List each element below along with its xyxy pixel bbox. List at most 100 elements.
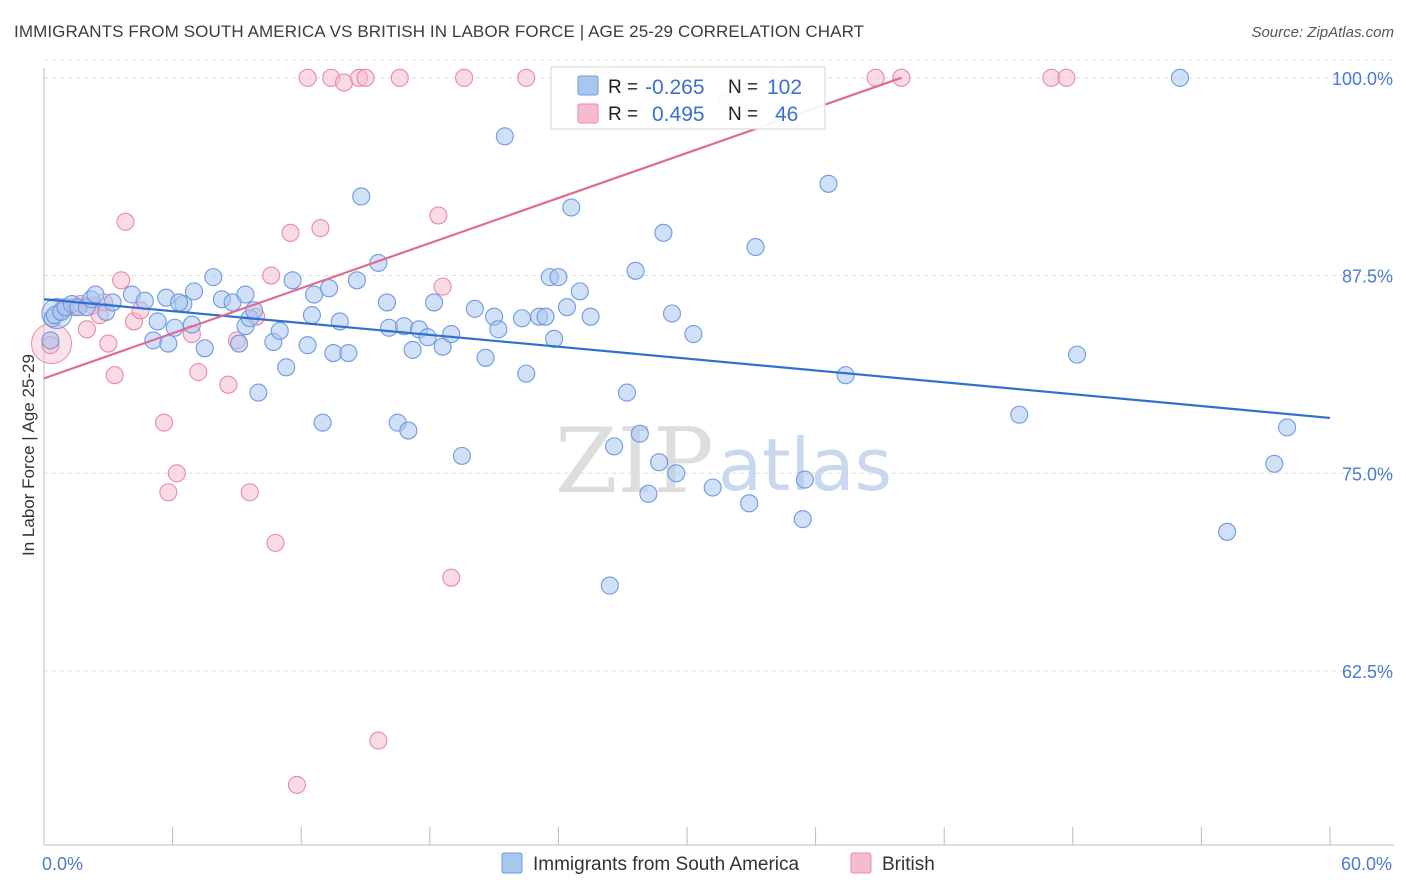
british-point (356, 68, 375, 87)
british-point (105, 366, 124, 385)
south-america-point (184, 282, 204, 301)
stats-n-value-pink: 46 (775, 103, 798, 126)
south-america-point (442, 325, 461, 344)
south-america-point (793, 510, 812, 529)
south-america-point (339, 344, 358, 363)
source-credit: Source: ZipAtlas.com (1251, 24, 1394, 41)
south-america-point (270, 321, 289, 340)
south-america-point (1170, 68, 1190, 87)
x-tick-label-start: 0.0% (42, 854, 83, 874)
south-america-point (380, 318, 399, 337)
british-point (1042, 68, 1061, 87)
south-america-point (650, 453, 669, 472)
british-point (266, 533, 285, 552)
stats-swatch-pink (577, 103, 599, 124)
british-point (116, 212, 135, 231)
south-america-point (662, 304, 682, 323)
south-america-point (195, 339, 214, 358)
legend: Immigrants from South America British (501, 852, 935, 875)
british-point (262, 266, 281, 285)
british-point (240, 483, 259, 502)
legend-swatch-british (850, 852, 872, 874)
south-america-point (41, 331, 60, 350)
south-america-point (836, 366, 855, 385)
stats-swatch-blue (577, 75, 599, 96)
south-america-point (570, 282, 589, 301)
british-point (433, 277, 452, 296)
british-point (369, 731, 388, 750)
south-america-point (517, 364, 536, 383)
south-america-point (249, 383, 268, 402)
stats-r-value-pink: 0.495 (652, 103, 705, 126)
south-america-point (536, 307, 555, 326)
series-british-points (31, 68, 1076, 794)
south-america-point (377, 293, 396, 312)
legend-label-south-america: Immigrants from South America (533, 854, 800, 875)
british-point (189, 362, 208, 382)
south-america-point (703, 478, 722, 497)
south-america-point (347, 271, 366, 290)
series-south-america-points (41, 68, 1297, 595)
watermark-atlas: atlas (718, 423, 892, 507)
british-point (281, 223, 300, 242)
south-america-point (418, 328, 437, 347)
south-america-point (103, 293, 122, 312)
chart-title: IMMIGRANTS FROM SOUTH AMERICA VS BRITISH… (14, 22, 865, 41)
south-america-point (581, 307, 600, 326)
british-point (99, 334, 118, 353)
x-tick-label-end: 60.0% (1341, 854, 1392, 874)
y-axis-label: In Labor Force | Age 25-29 (19, 354, 38, 556)
south-america-point (476, 348, 495, 367)
stats-box: R = -0.265 N = 102 R = 0.495 N = 46 (550, 66, 826, 130)
south-america-point (667, 464, 686, 483)
stats-r-label-pink: R = (608, 104, 638, 125)
south-america-point (399, 421, 418, 440)
south-america-point (605, 437, 624, 456)
watermark: ZIP atlas (555, 409, 892, 514)
south-america-point (654, 223, 673, 242)
south-america-point (1010, 405, 1029, 424)
british-point (390, 68, 409, 87)
south-america-point (403, 340, 422, 359)
british-point (298, 68, 317, 87)
south-america-point (746, 238, 765, 257)
south-america-point (819, 174, 838, 193)
south-america-point (1068, 345, 1087, 364)
south-america-point (169, 293, 189, 312)
legend-label-british: British (882, 854, 935, 875)
british-point (159, 483, 178, 502)
y-tick-label: 62.5% (1342, 662, 1393, 682)
british-point (77, 320, 96, 339)
south-america-point (236, 285, 255, 304)
south-america-point (740, 494, 759, 513)
british-point (1057, 68, 1076, 87)
british-point (517, 68, 536, 87)
south-america-point (600, 576, 619, 595)
south-america-point (320, 279, 339, 298)
stats-r-value-blue: -0.265 (645, 76, 705, 99)
south-america-point (283, 271, 302, 290)
south-america-point (684, 325, 703, 344)
south-america-point (549, 268, 568, 287)
south-america-point (305, 285, 324, 304)
british-point (311, 219, 330, 238)
south-america-trend-line (43, 298, 1331, 420)
stats-n-label-pink: N = (728, 104, 758, 125)
stats-n-label-blue: N = (728, 77, 758, 98)
south-america-point (617, 383, 637, 402)
south-america-point (298, 336, 317, 355)
south-america-point (452, 446, 472, 465)
south-america-point (148, 312, 167, 331)
british-point (335, 73, 354, 92)
south-america-point (135, 291, 154, 310)
south-america-point (324, 344, 343, 363)
y-tick-labels: 100.0% 87.5% 75.0% 62.5% (1332, 69, 1393, 682)
watermark-zip: ZIP (555, 409, 714, 514)
south-america-point (1278, 418, 1297, 437)
british-point (455, 68, 474, 87)
south-america-point (489, 320, 508, 339)
south-america-point (557, 298, 577, 317)
stats-r-label-blue: R = (608, 77, 638, 98)
axes (43, 68, 1394, 846)
